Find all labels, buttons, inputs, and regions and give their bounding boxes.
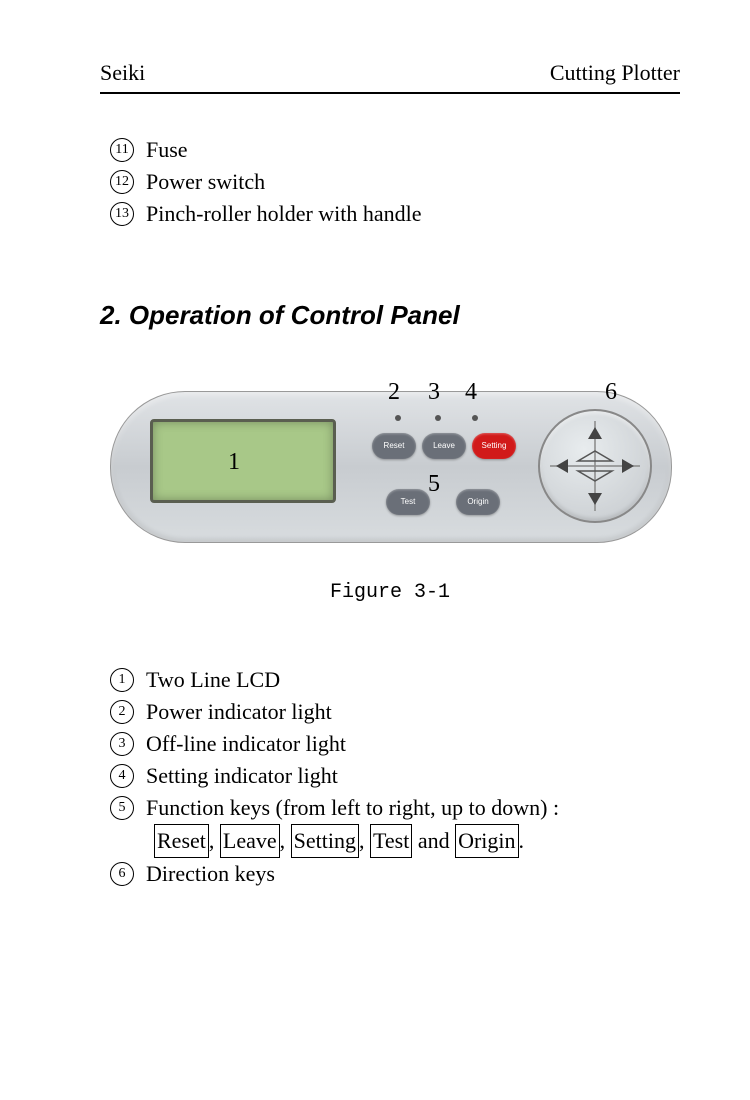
list-item: 1 Two Line LCD	[110, 664, 680, 696]
callout-4: 4	[465, 379, 477, 406]
callout-6: 6	[605, 379, 617, 406]
list-item: 5 Function keys (from left to right, up …	[110, 792, 680, 824]
callout-1: 1	[228, 449, 240, 476]
setting-button[interactable]: Setting	[472, 433, 516, 459]
indicator-dot	[435, 415, 441, 421]
circled-number: 2	[110, 700, 134, 724]
indicator-dot	[395, 415, 401, 421]
list-text: Power indicator light	[146, 696, 332, 728]
leave-button[interactable]: Leave	[422, 433, 466, 459]
list-text: Function keys (from left to right, up to…	[146, 792, 559, 824]
test-button[interactable]: Test	[386, 489, 430, 515]
list-text: Pinch-roller holder with handle	[146, 198, 422, 230]
section-title: 2. Operation of Control Panel	[100, 300, 680, 331]
list-text: Power switch	[146, 166, 265, 198]
list-item: 11 Fuse	[110, 134, 680, 166]
circled-number: 6	[110, 862, 134, 886]
circled-number: 12	[110, 170, 134, 194]
circled-number: 3	[110, 732, 134, 756]
list-item: 12 Power switch	[110, 166, 680, 198]
top-list: 11 Fuse 12 Power switch 13 Pinch-roller …	[110, 134, 680, 230]
circled-number: 1	[110, 668, 134, 692]
key-reset: Reset	[154, 824, 209, 858]
callout-5: 5	[428, 471, 440, 498]
circled-number: 5	[110, 796, 134, 820]
list-text: Direction keys	[146, 858, 275, 890]
function-keys-line: Reset, Leave, Setting, Test and Origin.	[154, 824, 680, 858]
list-text: Two Line LCD	[146, 664, 280, 696]
list-text: Off-line indicator light	[146, 728, 346, 760]
list-text: Setting indicator light	[146, 760, 338, 792]
indicator-dot	[472, 415, 478, 421]
list-item: 6 Direction keys	[110, 858, 680, 890]
bottom-list: 1 Two Line LCD 2 Power indicator light 3…	[110, 664, 680, 890]
callout-3: 3	[428, 379, 440, 406]
control-panel-figure: Reset Leave Setting Test Origin 1 2 3 4 …	[110, 371, 670, 561]
list-item: 4 Setting indicator light	[110, 760, 680, 792]
circled-number: 4	[110, 764, 134, 788]
origin-button[interactable]: Origin	[456, 489, 500, 515]
lcd-screen	[150, 419, 336, 503]
list-item: 3 Off-line indicator light	[110, 728, 680, 760]
circled-number: 13	[110, 202, 134, 226]
dpad-arrows-icon	[540, 411, 650, 521]
header-right: Cutting Plotter	[550, 60, 680, 86]
header-left: Seiki	[100, 60, 145, 86]
list-text: Fuse	[146, 134, 188, 166]
key-setting: Setting	[291, 824, 359, 858]
key-origin: Origin	[455, 824, 518, 858]
key-test: Test	[370, 824, 412, 858]
page-header: Seiki Cutting Plotter	[100, 60, 680, 94]
reset-button[interactable]: Reset	[372, 433, 416, 459]
list-item: 13 Pinch-roller holder with handle	[110, 198, 680, 230]
direction-pad[interactable]	[538, 409, 652, 523]
callout-2: 2	[388, 379, 400, 406]
list-item: 2 Power indicator light	[110, 696, 680, 728]
figure-caption: Figure 3-1	[100, 581, 680, 604]
key-leave: Leave	[220, 824, 280, 858]
circled-number: 11	[110, 138, 134, 162]
